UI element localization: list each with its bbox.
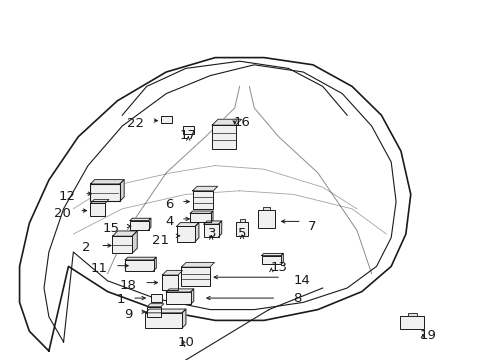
Polygon shape [145, 309, 185, 313]
Text: 2: 2 [82, 241, 90, 254]
Bar [258, 210, 274, 228]
Bar [125, 260, 153, 271]
Text: 17: 17 [180, 129, 196, 142]
Polygon shape [90, 199, 109, 203]
Bar [192, 191, 213, 209]
Polygon shape [147, 304, 163, 307]
Bar [145, 313, 182, 328]
Polygon shape [181, 262, 214, 267]
Text: 8: 8 [293, 292, 301, 305]
Text: 5: 5 [237, 228, 246, 240]
Polygon shape [153, 257, 156, 271]
Polygon shape [190, 211, 213, 213]
Polygon shape [176, 222, 199, 226]
Polygon shape [125, 257, 156, 260]
Polygon shape [130, 218, 151, 220]
Text: 21: 21 [151, 234, 168, 247]
Bar [176, 226, 195, 242]
Text: 1: 1 [116, 293, 124, 306]
Polygon shape [90, 180, 124, 184]
Text: 15: 15 [102, 222, 120, 235]
Polygon shape [192, 186, 217, 191]
Polygon shape [132, 231, 137, 253]
Polygon shape [281, 253, 283, 264]
Bar [400, 316, 423, 329]
Bar [183, 126, 193, 134]
Bar [261, 256, 281, 264]
Text: 16: 16 [233, 116, 250, 129]
Polygon shape [210, 211, 213, 222]
Text: 18: 18 [120, 279, 137, 292]
Bar [90, 184, 120, 201]
Bar [151, 294, 162, 302]
Polygon shape [261, 253, 283, 256]
Text: 9: 9 [123, 309, 132, 321]
Polygon shape [203, 221, 221, 224]
Polygon shape [162, 270, 182, 275]
Text: 22: 22 [127, 117, 144, 130]
Text: 14: 14 [293, 274, 310, 287]
Bar [212, 125, 235, 148]
Text: 19: 19 [419, 329, 435, 342]
Bar [236, 222, 248, 236]
Text: 11: 11 [90, 262, 107, 275]
Bar [162, 275, 178, 290]
Bar [166, 292, 190, 304]
Bar [181, 267, 209, 286]
Text: 3: 3 [208, 228, 217, 240]
Polygon shape [218, 221, 221, 237]
Text: 7: 7 [307, 220, 316, 233]
Bar [239, 219, 244, 222]
Bar [112, 236, 132, 253]
Text: 13: 13 [270, 261, 286, 274]
Polygon shape [112, 231, 137, 236]
Text: 20: 20 [54, 207, 71, 220]
Bar [147, 307, 161, 317]
Polygon shape [212, 119, 241, 125]
Text: 10: 10 [177, 336, 194, 349]
Text: 4: 4 [165, 215, 173, 228]
Polygon shape [166, 289, 193, 292]
Bar [203, 224, 218, 237]
Bar [161, 116, 171, 123]
Text: 12: 12 [59, 190, 76, 203]
Polygon shape [120, 180, 124, 201]
Polygon shape [190, 289, 193, 304]
Polygon shape [182, 309, 185, 328]
Polygon shape [148, 218, 151, 230]
Bar [407, 313, 416, 316]
Bar [263, 207, 269, 210]
Bar [130, 220, 148, 230]
Bar [190, 213, 210, 222]
Polygon shape [195, 222, 199, 242]
Text: 6: 6 [165, 198, 173, 211]
Bar [90, 203, 105, 216]
